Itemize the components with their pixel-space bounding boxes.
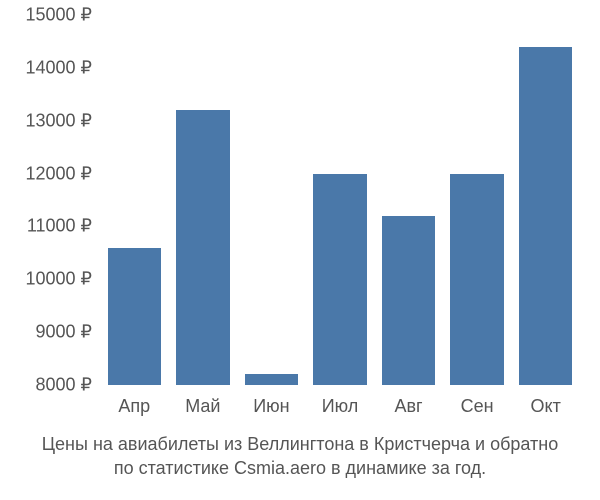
y-tick-label: 12000 ₽ <box>0 163 92 184</box>
y-tick-label: 9000 ₽ <box>0 322 92 343</box>
x-tick-label: Авг <box>394 396 422 417</box>
bar <box>450 174 503 385</box>
price-chart: 8000 ₽ 9000 ₽ 10000 ₽ 11000 ₽ 12000 ₽ 13000 ₽… <box>0 0 600 500</box>
y-tick-label: 13000 ₽ <box>0 110 92 131</box>
bar <box>382 216 435 385</box>
bar <box>313 174 366 385</box>
bar <box>108 248 161 385</box>
x-tick-label: Май <box>185 396 220 417</box>
y-tick-label: 15000 ₽ <box>0 5 92 26</box>
x-axis-labels: Апр Май Июн Июл Авг Сен Окт <box>100 390 580 420</box>
x-tick-label: Сен <box>461 396 494 417</box>
bar <box>176 110 229 385</box>
plot-area <box>100 15 580 385</box>
y-tick-label: 14000 ₽ <box>0 57 92 78</box>
x-tick-label: Июн <box>253 396 289 417</box>
bar <box>519 47 572 385</box>
bar <box>245 374 298 385</box>
caption-line-1: Цены на авиабилеты из Веллингтона в Крис… <box>0 432 600 456</box>
x-tick-label: Окт <box>531 396 561 417</box>
x-tick-label: Июл <box>322 396 359 417</box>
chart-caption: Цены на авиабилеты из Веллингтона в Крис… <box>0 432 600 481</box>
caption-line-2: по статистике Csmia.aero в динамике за г… <box>0 456 600 480</box>
y-tick-label: 11000 ₽ <box>0 216 92 237</box>
x-tick-label: Апр <box>118 396 150 417</box>
y-tick-label: 10000 ₽ <box>0 269 92 290</box>
y-tick-label: 8000 ₽ <box>0 375 92 396</box>
